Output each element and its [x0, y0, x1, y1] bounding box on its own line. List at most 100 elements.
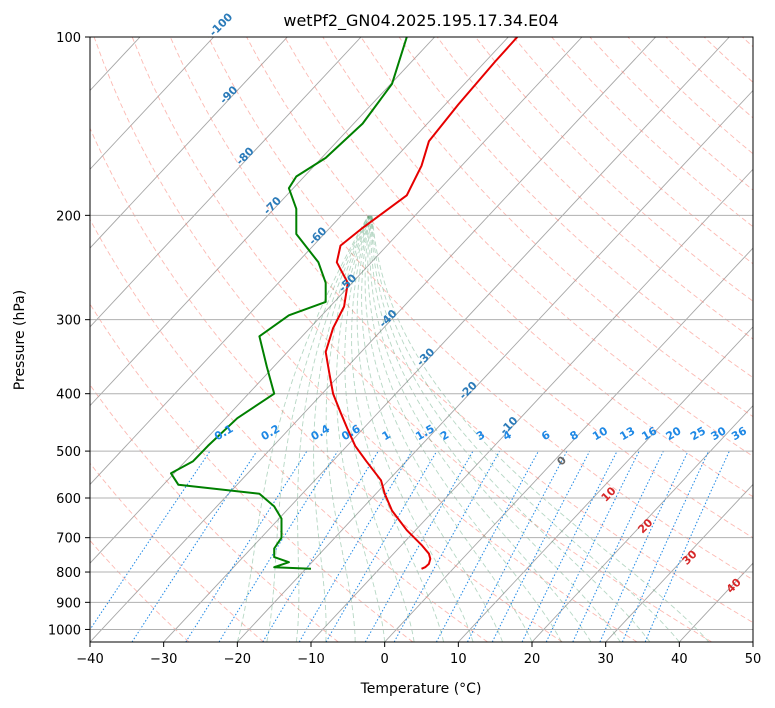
isotherm-line: [90, 37, 215, 170]
dry-adiabat-line: [475, 37, 753, 302]
series-layer: [170, 37, 519, 570]
mixing-ratio-line: [131, 450, 258, 642]
y-tick-label: 500: [56, 445, 81, 460]
isotherm-line: [163, 37, 730, 642]
moist-adiabat-line: [371, 215, 710, 642]
isotherm-line: [90, 37, 362, 328]
dry-adiabat-label: -80: [233, 144, 256, 167]
moist-adiabat-line: [367, 215, 562, 642]
moist-adiabat-line: [361, 215, 503, 642]
dry-adiabat-line: [741, 37, 753, 48]
mixing-ratio-label: 0.6: [339, 422, 363, 443]
dry-adiabat-line: [90, 462, 264, 642]
y-tick-label: 800: [56, 566, 81, 581]
x-tick-label: −40: [76, 652, 103, 667]
mixing-ratio-line: [621, 450, 710, 642]
mixing-ratio-label: 10: [590, 424, 610, 443]
mixing-ratio-label: 1: [380, 428, 393, 443]
isotherm-line: [531, 404, 753, 642]
y-tick-label: 200: [56, 209, 81, 224]
profile-line: [170, 37, 408, 570]
y-axis-label: Pressure (hPa): [12, 290, 28, 390]
mixing-ratio-line: [521, 450, 618, 642]
line-labels: 0.1 0.2 0.4 0.6 1 1.5 2 3 4 6 8 10 13 16 20 25 30 36-100-…: [207, 10, 750, 596]
y-tick-label: 300: [56, 314, 81, 329]
moist-adiabat-line: [370, 215, 621, 642]
mixing-ratio-line: [435, 450, 539, 642]
mixing-ratio-line: [262, 450, 379, 642]
chart-title: wetPf2_GN04.2025.195.17.34.E04: [283, 11, 558, 31]
moist-adiabat-line: [236, 215, 369, 642]
y-tick-label: 700: [56, 532, 81, 547]
mixing-ratio-label: 16: [640, 424, 660, 443]
moist-adiabat-label: 0: [554, 453, 569, 468]
y-ticks: 100 200 300 400 500 600 700 800 900 1000: [48, 31, 90, 638]
x-tick-label: −10: [297, 652, 324, 667]
moist-adiabat-line: [266, 215, 369, 642]
isotherm-line: [90, 37, 436, 407]
pressure-gridlines: [90, 37, 753, 630]
mixing-ratio-label: 36: [729, 424, 749, 443]
mixing-ratio-label: 20: [664, 424, 684, 443]
moist-adiabat-line: [371, 215, 651, 642]
x-axis-label: Temperature (°C): [360, 681, 482, 697]
mixing-ratio-label: 30: [709, 424, 729, 443]
mixing-ratio-line: [467, 450, 568, 642]
isotherm-line: [90, 37, 657, 642]
dry-adiabat-line: [703, 37, 753, 83]
dry-adiabat-label: -60: [306, 224, 329, 247]
adiabat-lines: [90, 37, 753, 642]
x-tick-label: −30: [150, 652, 177, 667]
dry-adiabat-label: -30: [414, 345, 437, 368]
mixing-ratio-line: [298, 450, 413, 642]
dry-adiabat-label: -70: [261, 194, 284, 217]
mixing-ratio-label: 25: [688, 424, 708, 443]
dry-adiabat-line: [93, 37, 638, 642]
dry-adiabat-line: [284, 37, 753, 498]
isotherm-line: [90, 37, 288, 249]
isotherm-line: [384, 247, 753, 642]
y-tick-label: 400: [56, 388, 81, 403]
dry-adiabat-line: [589, 37, 753, 191]
isotherm-line: [605, 483, 753, 642]
moist-adiabat-line: [295, 215, 370, 642]
mixing-ratio-line: [599, 450, 689, 642]
dry-adiabat-line: [90, 303, 414, 642]
mixing-ratio-line: [185, 450, 308, 642]
x-tick-label: 40: [671, 652, 688, 667]
mixing-ratio-line: [393, 450, 501, 642]
x-tick-label: −20: [224, 652, 251, 667]
isotherm-line: [237, 89, 753, 642]
isotherm-line: [458, 326, 753, 642]
x-ticks: −40 −30 −20 −10 0 10 20 30 40 50: [76, 642, 761, 667]
dry-adiabat-label: -90: [217, 83, 240, 106]
dry-adiabat-line: [90, 384, 339, 642]
mixing-ratio-line: [218, 450, 339, 642]
moist-adiabat-line: [325, 215, 370, 642]
isotherm-line: [752, 641, 753, 642]
mixing-ratio-label: 3: [474, 428, 487, 443]
moist-adiabat-label: 30: [680, 547, 700, 567]
mixing-ratio-label: 8: [568, 428, 581, 443]
moist-adiabat-label: 10: [599, 484, 619, 504]
x-tick-label: 30: [597, 652, 614, 667]
dry-adiabat-line: [436, 37, 753, 340]
moist-adiabat-label: 40: [724, 575, 744, 595]
moist-adiabat-line: [364, 215, 533, 642]
dry-adiabat-line: [322, 37, 753, 457]
moist-adiabat-line: [313, 215, 370, 642]
dry-adiabat-label: -20: [457, 379, 480, 402]
x-tick-label: 20: [524, 652, 541, 667]
moist-adiabat-line: [356, 215, 474, 642]
mixing-ratio-label: 0.1: [212, 422, 235, 443]
mixing-ratio-line: [364, 450, 474, 642]
dry-adiabat-line: [665, 37, 753, 119]
dry-adiabat-line: [90, 539, 190, 642]
moist-adiabat-line: [344, 215, 415, 642]
y-tick-label: 600: [56, 492, 81, 507]
x-tick-label: 10: [450, 652, 467, 667]
profile-line: [324, 37, 519, 570]
dry-adiabat-line: [90, 127, 563, 642]
moist-adiabat-line: [369, 215, 592, 642]
